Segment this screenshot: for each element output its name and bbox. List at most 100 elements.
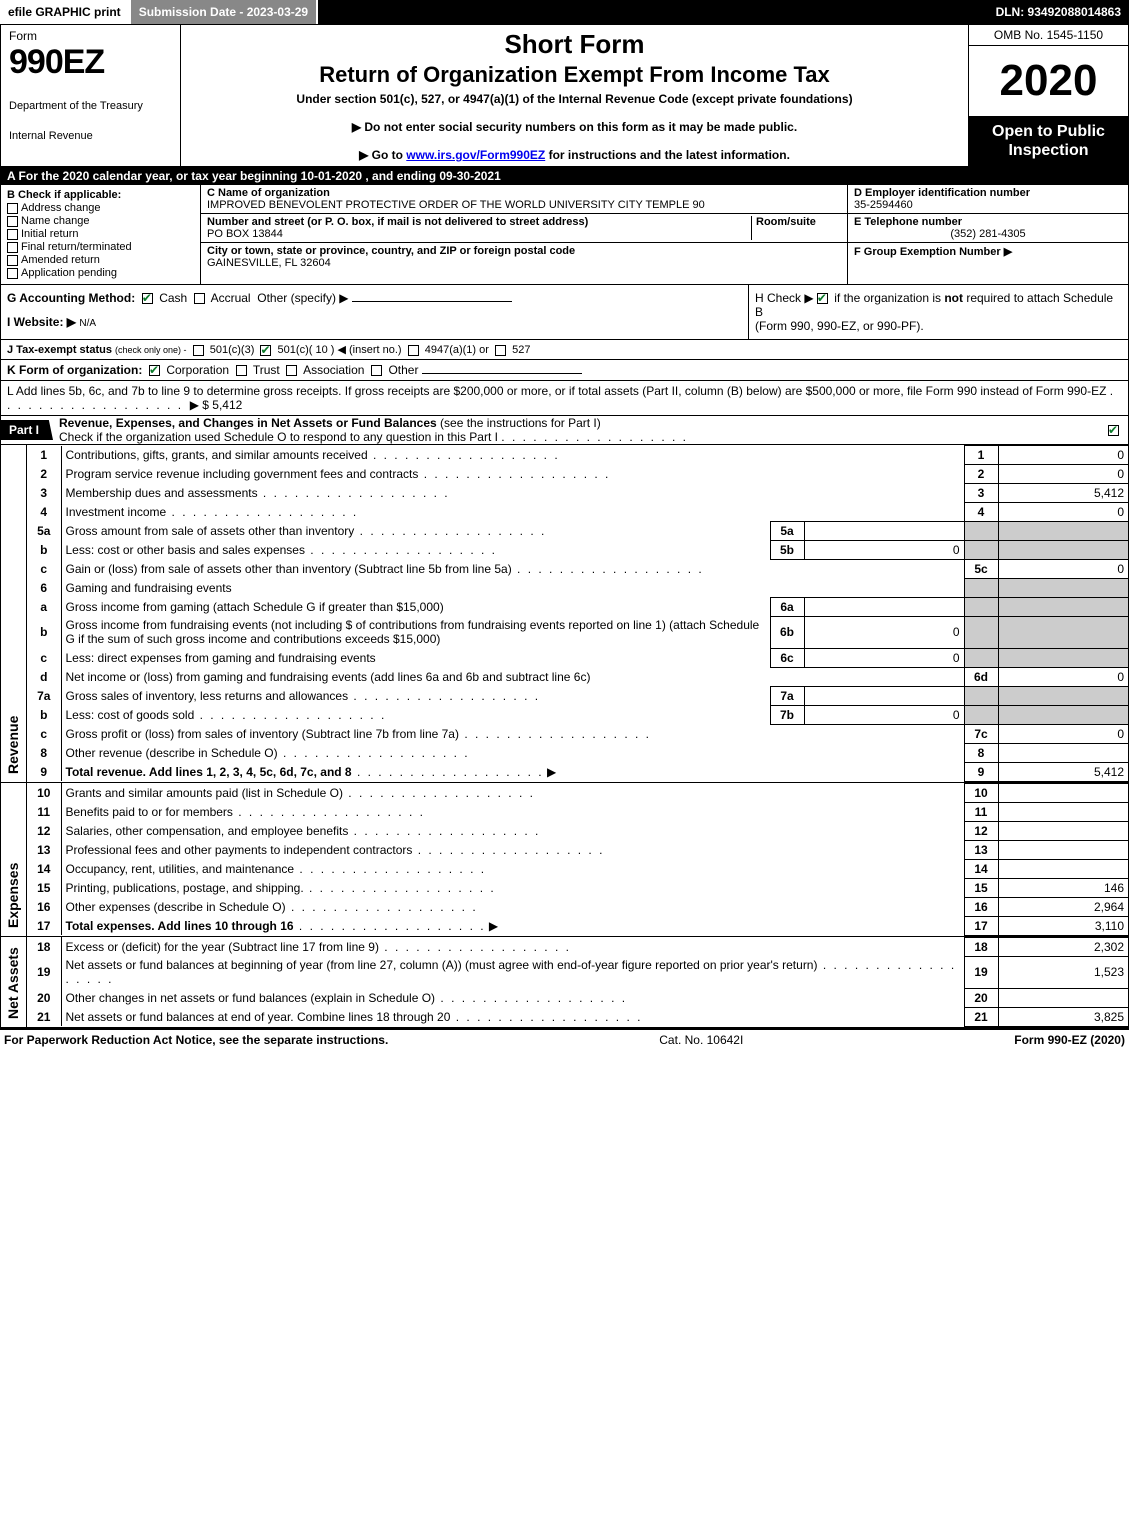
irs-link[interactable]: www.irs.gov/Form990EZ bbox=[406, 148, 545, 162]
revenue-section: Revenue 1Contributions, gifts, grants, a… bbox=[1, 445, 1128, 783]
bullet-goto: ▶ Go to www.irs.gov/Form990EZ for instru… bbox=[191, 148, 958, 162]
line-rnum: 20 bbox=[964, 988, 998, 1007]
top-bar: efile GRAPHIC print Submission Date - 20… bbox=[0, 0, 1129, 24]
line-desc: Investment income bbox=[66, 505, 167, 519]
k-assoc: Association bbox=[303, 363, 364, 377]
tax-year: 2020 bbox=[969, 46, 1128, 116]
ein-value: 35-2594460 bbox=[854, 199, 913, 211]
chk-4947[interactable] bbox=[408, 345, 419, 356]
goto-pre: ▶ Go to bbox=[359, 148, 406, 162]
submission-date: Submission Date - 2023-03-29 bbox=[131, 0, 318, 24]
form-990ez: Form 990EZ Department of the Treasury In… bbox=[0, 24, 1129, 1030]
line-desc: Benefits paid to or for members bbox=[66, 805, 233, 819]
chk-amended-return[interactable]: Amended return bbox=[7, 254, 194, 266]
k-other: Other bbox=[388, 363, 418, 377]
grey-cell bbox=[998, 597, 1128, 616]
expenses-side: Expenses bbox=[1, 783, 27, 936]
line-rnum: 9 bbox=[964, 762, 998, 781]
d-ein-label: D Employer identification number bbox=[854, 187, 1030, 199]
line-rnum: 4 bbox=[964, 503, 998, 522]
h-not: not bbox=[944, 291, 963, 305]
grey-cell bbox=[998, 541, 1128, 560]
grey-cell bbox=[998, 522, 1128, 541]
omb-number: OMB No. 1545-1150 bbox=[969, 25, 1128, 46]
line-desc: Grants and similar amounts paid (list in… bbox=[66, 786, 343, 800]
chk-schedule-o[interactable] bbox=[1108, 425, 1119, 436]
chk-accrual[interactable] bbox=[194, 293, 205, 304]
line-desc: Salaries, other compensation, and employ… bbox=[66, 824, 349, 838]
line-rval: 0 bbox=[998, 560, 1128, 579]
line-desc: Program service revenue including govern… bbox=[66, 467, 419, 481]
chk-corporation[interactable] bbox=[149, 365, 160, 376]
part1-subtitle: (see the instructions for Part I) bbox=[440, 416, 601, 430]
line-desc: Excess or (deficit) for the year (Subtra… bbox=[66, 940, 379, 954]
line-rval bbox=[998, 988, 1128, 1007]
block-entity: B Check if applicable: Address change Na… bbox=[1, 185, 1128, 285]
chk-other[interactable] bbox=[371, 365, 382, 376]
line-desc: Other expenses (describe in Schedule O) bbox=[66, 900, 286, 914]
line-rnum: 16 bbox=[964, 897, 998, 916]
chk-label: Application pending bbox=[21, 267, 117, 279]
grey-cell bbox=[998, 579, 1128, 598]
footer-formref: Form 990-EZ (2020) bbox=[1014, 1033, 1125, 1047]
chk-association[interactable] bbox=[286, 365, 297, 376]
chk-schedule-b[interactable] bbox=[817, 293, 828, 304]
line-rval: 5,412 bbox=[998, 484, 1128, 503]
line-desc: Gross sales of inventory, less returns a… bbox=[66, 689, 349, 703]
row-j: J Tax-exempt status (check only one) - 5… bbox=[1, 340, 1128, 360]
line-num: b bbox=[27, 541, 61, 560]
under-section: Under section 501(c), 527, or 4947(a)(1)… bbox=[191, 92, 958, 106]
chk-trust[interactable] bbox=[236, 365, 247, 376]
line-mid-num: 7b bbox=[770, 705, 804, 724]
bullet-ssn: ▶ Do not enter social security numbers o… bbox=[191, 120, 958, 134]
header-right: OMB No. 1545-1150 2020 Open to Public In… bbox=[968, 25, 1128, 166]
line-num: 19 bbox=[27, 956, 61, 988]
line-rval bbox=[998, 859, 1128, 878]
line-num: 20 bbox=[27, 988, 61, 1007]
chk-cash[interactable] bbox=[142, 293, 153, 304]
chk-527[interactable] bbox=[495, 345, 506, 356]
line-rnum: 12 bbox=[964, 821, 998, 840]
e-phone-label: E Telephone number bbox=[854, 216, 962, 228]
chk-application-pending[interactable]: Application pending bbox=[7, 267, 194, 279]
line-rnum: 11 bbox=[964, 802, 998, 821]
line-rval: 0 bbox=[998, 503, 1128, 522]
row-l: L Add lines 5b, 6c, and 7b to line 9 to … bbox=[1, 381, 1128, 416]
line-mid-val: 0 bbox=[804, 616, 964, 648]
line-rnum: 18 bbox=[964, 937, 998, 956]
line-desc: Less: cost of goods sold bbox=[66, 708, 195, 722]
chk-initial-return[interactable]: Initial return bbox=[7, 228, 194, 240]
chk-501c[interactable] bbox=[260, 345, 271, 356]
chk-final-return[interactable]: Final return/terminated bbox=[7, 241, 194, 253]
line-desc: Gaming and fundraising events bbox=[66, 581, 232, 595]
chk-address-change[interactable]: Address change bbox=[7, 202, 194, 214]
row-k: K Form of organization: Corporation Trus… bbox=[1, 360, 1128, 381]
line-num: 11 bbox=[27, 802, 61, 821]
section-b: B Check if applicable: Address change Na… bbox=[1, 185, 201, 284]
chk-label: Final return/terminated bbox=[21, 241, 132, 253]
line-desc: Gain or (loss) from sale of assets other… bbox=[66, 562, 512, 576]
line-mid-num: 7a bbox=[770, 686, 804, 705]
line-num: b bbox=[27, 616, 61, 648]
l-amount: ▶ $ 5,412 bbox=[190, 398, 243, 412]
footer-catno: Cat. No. 10642I bbox=[659, 1033, 743, 1047]
revenue-table: 1Contributions, gifts, grants, and simil… bbox=[27, 445, 1128, 782]
efile-print[interactable]: efile GRAPHIC print bbox=[0, 0, 131, 24]
line-rval bbox=[998, 821, 1128, 840]
line-mid-val: 0 bbox=[804, 705, 964, 724]
chk-name-change[interactable]: Name change bbox=[7, 215, 194, 227]
part1-title: Revenue, Expenses, and Changes in Net As… bbox=[59, 416, 437, 430]
chk-501c3[interactable] bbox=[193, 345, 204, 356]
accrual-label: Accrual bbox=[211, 291, 251, 305]
grey-cell bbox=[964, 648, 998, 667]
b-label: B Check if applicable: bbox=[7, 189, 194, 201]
grey-cell bbox=[964, 579, 998, 598]
grey-cell bbox=[964, 616, 998, 648]
row-a-tax-year: A For the 2020 calendar year, or tax yea… bbox=[1, 167, 1128, 185]
footer-left: For Paperwork Reduction Act Notice, see … bbox=[4, 1033, 388, 1047]
h-text2: if the organization is bbox=[834, 291, 944, 305]
line-rval: 5,412 bbox=[998, 762, 1128, 781]
line-rval: 2,302 bbox=[998, 937, 1128, 956]
k-trust: Trust bbox=[253, 363, 280, 377]
line-num: 17 bbox=[27, 916, 61, 935]
